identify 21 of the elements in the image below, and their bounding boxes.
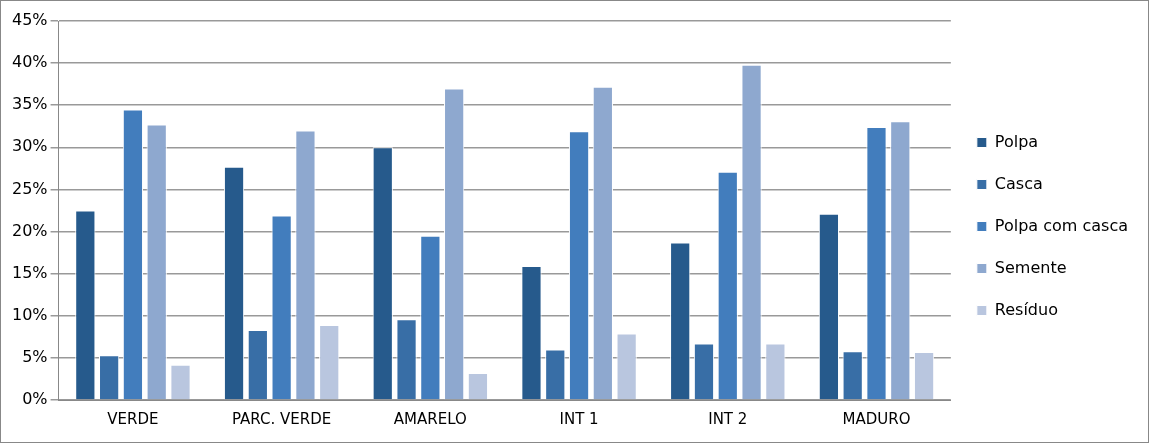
y-tick-label: 45% (12, 10, 48, 30)
x-tick-label: PARC. VERDE (232, 409, 332, 428)
x-tick-label: MADURO (842, 409, 911, 428)
x-tick-label: INT 2 (708, 409, 748, 428)
legend-label: Resíduo (994, 299, 1058, 319)
y-tick-label: 15% (12, 262, 48, 282)
x-tick-label: AMARELO (393, 409, 467, 428)
y-tick-label: 0% (22, 389, 48, 409)
x-tick-label: VERDE (107, 409, 159, 428)
legend-label: Casca (994, 173, 1043, 193)
y-tick-label: 25% (12, 178, 48, 198)
legend-label: Polpa com casca (994, 215, 1128, 235)
y-tick-label: 35% (12, 94, 48, 114)
y-tick-label: 30% (12, 136, 48, 156)
y-tick-label: 40% (12, 52, 48, 72)
y-tick-label: 5% (22, 347, 48, 367)
y-tick-label: 20% (12, 220, 48, 240)
legend-label: Semente (994, 257, 1067, 277)
x-tick-label: INT 1 (559, 409, 599, 428)
y-tick-label: 10% (12, 304, 48, 324)
legend-label: Polpa (994, 131, 1039, 151)
